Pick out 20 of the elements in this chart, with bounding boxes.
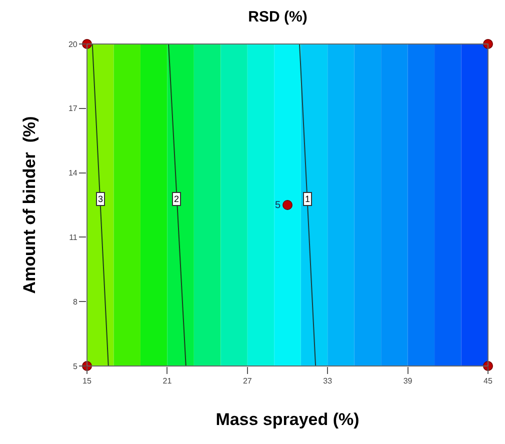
x-tick-label: 27	[242, 376, 252, 386]
y-axis-title: Amount of binder (%)	[20, 116, 40, 294]
annotation: 5	[275, 200, 281, 211]
chart-title: RSD (%)	[248, 8, 308, 26]
x-tick-label: 45	[484, 376, 493, 386]
series-label: 2	[174, 194, 180, 204]
y-tick-label: 14	[68, 168, 78, 178]
x-tick-label: 21	[162, 376, 172, 386]
series-label: 1	[305, 194, 310, 204]
x-tick-label: 33	[323, 376, 333, 386]
y-tick-label: 17	[68, 104, 78, 114]
y-tick-label: 20	[68, 40, 78, 49]
x-tick-label: 39	[403, 376, 413, 386]
series-label: 3	[98, 194, 104, 204]
x-tick-label: 15	[82, 376, 92, 386]
x-axis-title: Mass sprayed (%)	[216, 410, 360, 429]
y-tick-label: 8	[72, 297, 78, 306]
y-tick-label: 5	[72, 362, 78, 371]
y-tick-label: 11	[69, 233, 78, 242]
point	[282, 200, 292, 210]
